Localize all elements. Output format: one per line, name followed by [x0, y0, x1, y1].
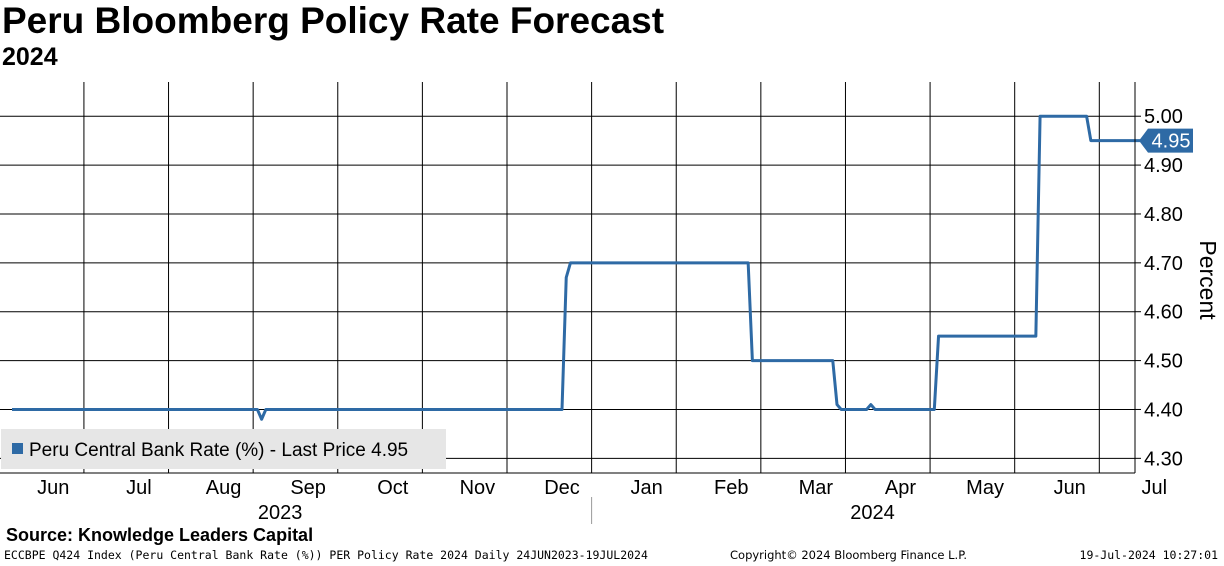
year-label: 2023 [258, 502, 303, 524]
month-tick-label: Dec [544, 477, 580, 499]
footer-index-info: ECCBPE Q424 Index (Peru Central Bank Rat… [4, 548, 648, 562]
y-tick-label: 4.80 [1144, 204, 1183, 226]
month-tick-label: Oct [377, 477, 409, 499]
month-tick-label: Aug [206, 477, 242, 499]
month-tick-label: Jan [630, 477, 662, 499]
year-label: 2024 [850, 502, 895, 524]
month-tick-label: Jul [1142, 477, 1168, 499]
y-tick-label: 4.90 [1144, 155, 1183, 177]
y-tick-label: 5.00 [1144, 106, 1183, 128]
y-axis-title: Percent [1195, 240, 1221, 320]
y-tick-label: 4.30 [1144, 448, 1183, 470]
last-price-label: 4.95 [1152, 131, 1191, 153]
y-tick-label: 4.70 [1144, 253, 1183, 275]
axis-layer: 4.30 4.40 4.50 4.60 4.70 4.80 4.90 5.00 Percent J… [0, 82, 1221, 524]
grid-lines [0, 82, 1135, 473]
legend-box [1, 429, 446, 469]
chart-title: Peru Bloomberg Policy Rate Forecast [2, 0, 665, 41]
policy-rate-chart: 4.30 4.40 4.50 4.60 4.70 4.80 4.90 5.00 Percent J… [0, 82, 1221, 524]
legend: Peru Central Bank Rate (%) - Last Price … [1, 429, 446, 469]
legend-swatch [12, 443, 23, 454]
legend-label: Peru Central Bank Rate (%) - Last Price … [29, 440, 408, 461]
month-tick-label: Jun [37, 477, 69, 499]
month-tick-label: May [966, 477, 1004, 499]
series-line [12, 114, 1163, 421]
source-note: Source: Knowledge Leaders Capital [6, 525, 314, 545]
month-tick-label: Nov [460, 477, 496, 499]
month-tick-label: Sep [290, 477, 326, 499]
y-tick-label: 4.40 [1144, 399, 1183, 421]
month-tick-label: Mar [799, 477, 834, 499]
footer-copyright: Copyright© 2024 Bloomberg Finance L.P. [730, 548, 967, 562]
month-tick-label: Feb [714, 477, 748, 499]
last-price-tag [1139, 128, 1193, 153]
y-tick-label: 4.50 [1144, 351, 1183, 373]
month-tick-label: Jun [1054, 477, 1086, 499]
month-tick-label: Apr [885, 477, 916, 499]
y-tick-label: 4.60 [1144, 302, 1183, 324]
chart-subtitle: 2024 [2, 43, 58, 71]
series-layer [11, 114, 1163, 421]
month-tick-label: Jul [126, 477, 152, 499]
footer-timestamp: 19-Jul-2024 10:27:01 [1079, 548, 1218, 562]
